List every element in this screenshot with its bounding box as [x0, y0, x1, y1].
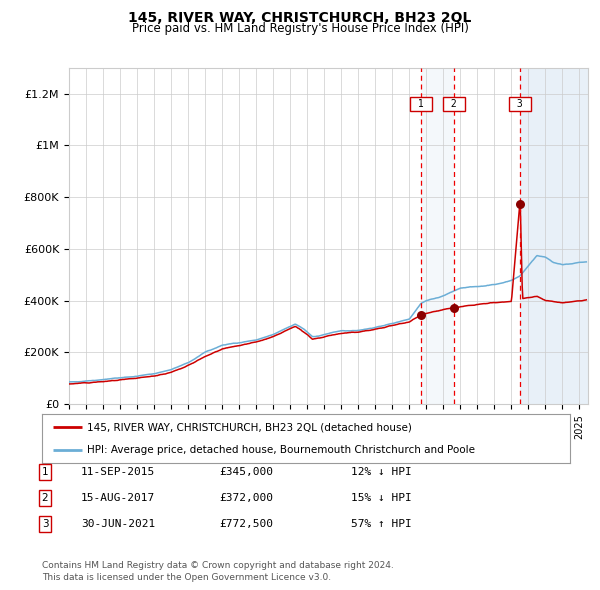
Text: HPI: Average price, detached house, Bournemouth Christchurch and Poole: HPI: Average price, detached house, Bour…	[87, 445, 475, 455]
Text: £772,500: £772,500	[219, 519, 273, 529]
Text: Contains HM Land Registry data © Crown copyright and database right 2024.: Contains HM Land Registry data © Crown c…	[42, 561, 394, 570]
Bar	[421, 68, 454, 404]
Text: 57% ↑ HPI: 57% ↑ HPI	[351, 519, 412, 529]
Text: 2: 2	[445, 99, 463, 109]
Text: 2: 2	[41, 493, 49, 503]
Text: 1: 1	[412, 99, 430, 109]
Text: 3: 3	[41, 519, 49, 529]
Text: 30-JUN-2021: 30-JUN-2021	[81, 519, 155, 529]
Text: 145, RIVER WAY, CHRISTCHURCH, BH23 2QL: 145, RIVER WAY, CHRISTCHURCH, BH23 2QL	[128, 11, 472, 25]
Bar	[520, 68, 588, 404]
Text: This data is licensed under the Open Government Licence v3.0.: This data is licensed under the Open Gov…	[42, 573, 331, 582]
Text: 3: 3	[511, 99, 529, 109]
Text: 145, RIVER WAY, CHRISTCHURCH, BH23 2QL (detached house): 145, RIVER WAY, CHRISTCHURCH, BH23 2QL (…	[87, 422, 412, 432]
Text: 12% ↓ HPI: 12% ↓ HPI	[351, 467, 412, 477]
Text: 15-AUG-2017: 15-AUG-2017	[81, 493, 155, 503]
Text: 11-SEP-2015: 11-SEP-2015	[81, 467, 155, 477]
Text: Price paid vs. HM Land Registry's House Price Index (HPI): Price paid vs. HM Land Registry's House …	[131, 22, 469, 35]
Text: 15% ↓ HPI: 15% ↓ HPI	[351, 493, 412, 503]
Text: £345,000: £345,000	[219, 467, 273, 477]
Text: £372,000: £372,000	[219, 493, 273, 503]
Text: 1: 1	[41, 467, 49, 477]
